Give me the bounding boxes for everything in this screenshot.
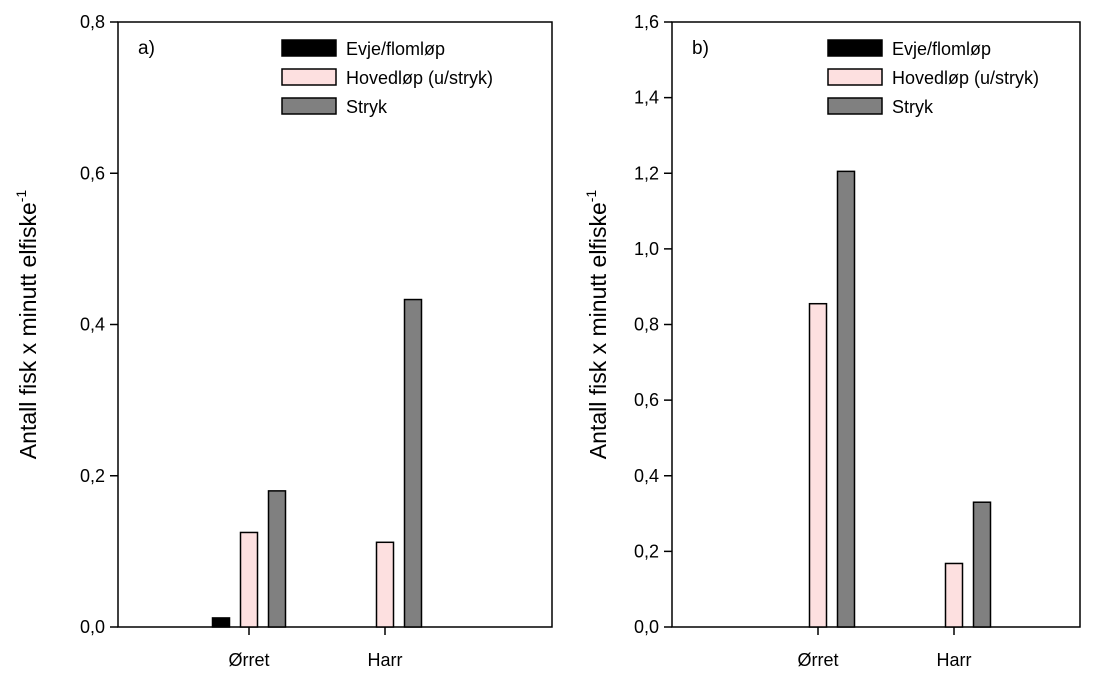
chart-2-y-axis-title: Antall fisk x minutt elfiske-1 xyxy=(583,190,611,460)
chart-2-y-tick-label: 1,0 xyxy=(634,239,659,259)
chart-2-y-axis-title-text: Antall fisk x minutt elfiske xyxy=(585,202,611,459)
chart-2-panel-label: b) xyxy=(692,38,709,59)
chart-1-bar xyxy=(403,298,423,628)
chart-1-bar xyxy=(211,617,231,628)
chart-1-bar xyxy=(239,531,259,628)
chart-1-x-tick-label: Harr xyxy=(368,650,403,668)
chart-2-y-tick-label: 1,6 xyxy=(634,12,659,32)
chart-2-y-tick-label: 1,4 xyxy=(634,88,659,108)
chart-1-y-tick-label: 0,4 xyxy=(80,315,105,335)
chart-1-legend-label: Hovedløp (u/stryk) xyxy=(346,68,493,88)
chart-2-legend-swatch xyxy=(827,97,883,115)
chart-1-legend-label: Stryk xyxy=(346,97,388,117)
chart-2-legend-swatch xyxy=(827,68,883,86)
chart-2-legend-label: Stryk xyxy=(892,97,934,117)
chart-2-bar xyxy=(808,302,828,628)
chart-2-bar xyxy=(944,562,964,628)
chart-2-y-tick-label: 0,2 xyxy=(634,541,659,561)
chart-1-legend-label: Evje/flomløp xyxy=(346,39,445,59)
chart-2-bar xyxy=(836,170,856,628)
chart-2-y-tick-label: 0,0 xyxy=(634,617,659,637)
chart-1-y-tick-label: 0,8 xyxy=(80,12,105,32)
chart-1-y-tick-label: 0,6 xyxy=(80,163,105,183)
chart-2-bar xyxy=(972,501,992,628)
chart-2-legend-swatch xyxy=(827,39,883,57)
chart-1-y-axis-title-superscript: -1 xyxy=(13,190,29,203)
chart-2-legend-label: Evje/flomløp xyxy=(892,39,991,59)
chart-1-y-axis-title: Antall fisk x minutt elfiske-1 xyxy=(13,190,41,460)
chart-1-bar xyxy=(375,541,395,628)
chart-1-x-tick-label: Ørret xyxy=(228,650,269,668)
chart-2-y-axis-title-superscript: -1 xyxy=(583,190,599,203)
chart-1-legend-swatch xyxy=(281,97,337,115)
chart-1-bar xyxy=(267,490,287,628)
chart-2-x-tick-label: Ørret xyxy=(797,650,838,668)
chart-1-panel-label: a) xyxy=(138,38,155,59)
chart-2-legend-label: Hovedløp (u/stryk) xyxy=(892,68,1039,88)
chart-2-x-tick-label: Harr xyxy=(937,650,972,668)
chart-2-y-tick-label: 0,6 xyxy=(634,390,659,410)
chart-1-legend-swatch xyxy=(281,68,337,86)
chart-1-y-tick-label: 0,0 xyxy=(80,617,105,637)
chart-1-y-axis-title-text: Antall fisk x minutt elfiske xyxy=(15,202,41,459)
chart-1-legend-swatch xyxy=(281,39,337,57)
chart-2-y-tick-label: 0,8 xyxy=(634,315,659,335)
chart-1-y-tick-label: 0,2 xyxy=(80,466,105,486)
chart-2-y-tick-label: 1,2 xyxy=(634,163,659,183)
chart-2-y-tick-label: 0,4 xyxy=(634,466,659,486)
